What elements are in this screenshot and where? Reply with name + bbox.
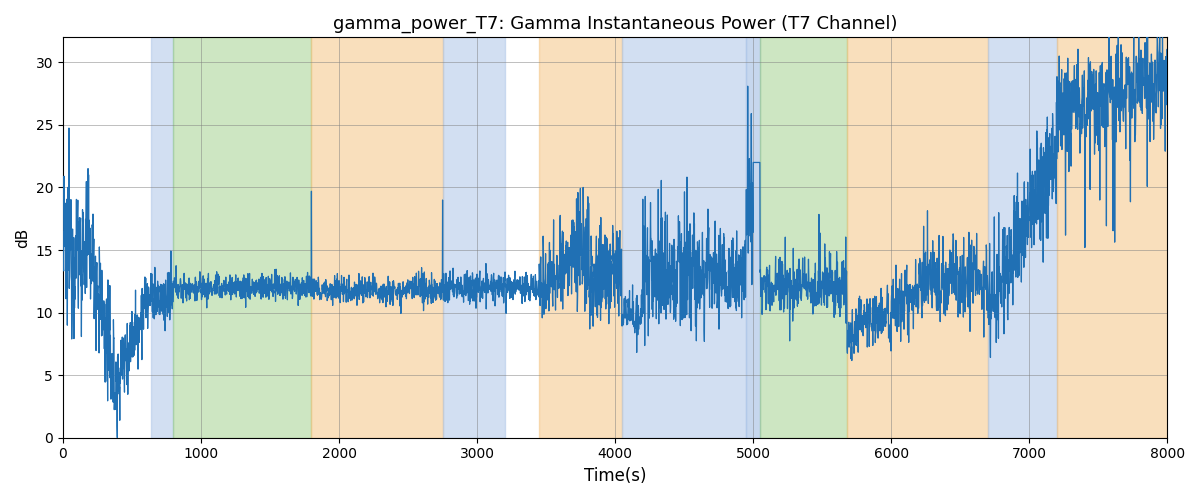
X-axis label: Time(s): Time(s) — [584, 467, 647, 485]
Y-axis label: dB: dB — [16, 228, 30, 248]
Bar — [539, 38, 622, 438]
Bar — [443, 38, 505, 438]
Bar — [312, 38, 443, 438]
Bar — [988, 38, 1057, 438]
Bar — [151, 38, 173, 438]
Bar — [760, 38, 847, 438]
Bar — [847, 38, 988, 438]
Bar — [1057, 38, 1181, 438]
Bar — [622, 38, 746, 438]
Bar — [173, 38, 312, 438]
Title: gamma_power_T7: Gamma Instantaneous Power (T7 Channel): gamma_power_T7: Gamma Instantaneous Powe… — [332, 15, 898, 34]
Bar — [746, 38, 760, 438]
